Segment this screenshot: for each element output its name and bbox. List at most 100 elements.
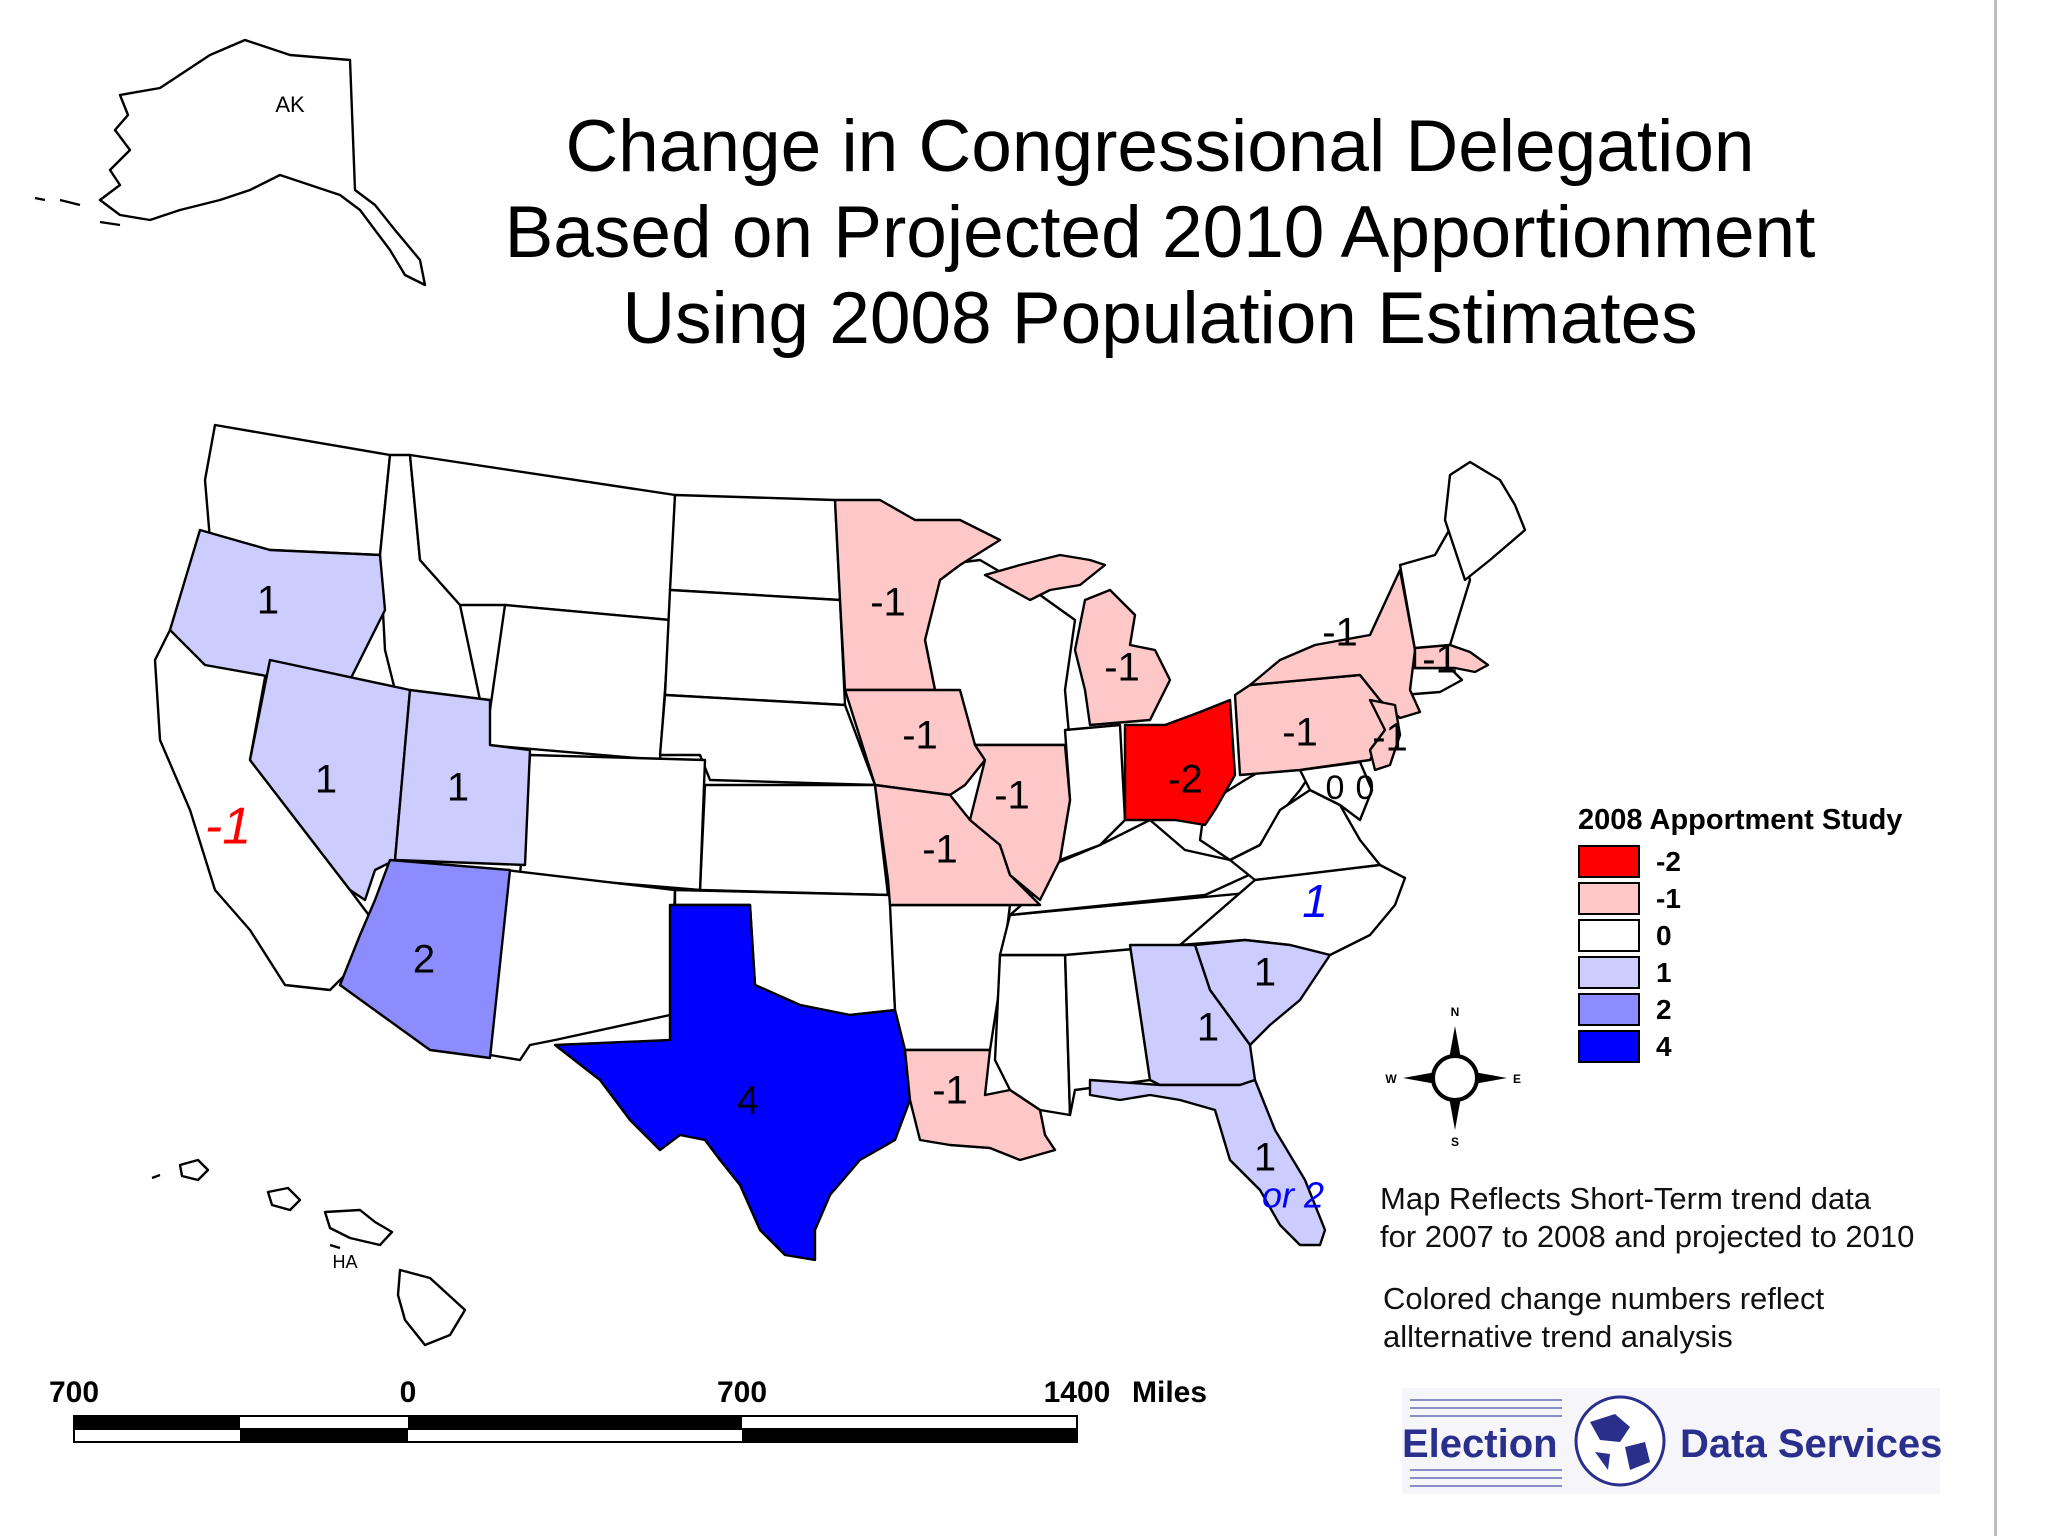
label-michigan: -1 bbox=[1104, 646, 1140, 690]
legend-label: 1 bbox=[1656, 956, 1672, 988]
hawaii-oahu bbox=[266, 1186, 302, 1212]
legend-title: 2008 Apportment Study bbox=[1578, 804, 1903, 836]
hawaii-label: HA bbox=[332, 1252, 357, 1272]
state-washington bbox=[203, 423, 392, 557]
state-arkansas bbox=[888, 903, 1012, 1052]
label-ohio: -2 bbox=[1167, 758, 1203, 802]
label-utah: 1 bbox=[447, 766, 469, 810]
compass-rose: N S E W bbox=[1385, 1005, 1521, 1149]
label-texas: 4 bbox=[737, 1079, 759, 1123]
us-map bbox=[153, 423, 1527, 1262]
label-new-york: -1 bbox=[1322, 611, 1358, 655]
page-edge-rule bbox=[1994, 0, 1997, 1536]
label-arizona: 2 bbox=[413, 938, 435, 982]
compass-s: S bbox=[1451, 1135, 1459, 1149]
scale-units: Miles bbox=[1132, 1376, 1208, 1409]
state-arizona bbox=[338, 858, 512, 1060]
state-montana bbox=[408, 453, 677, 622]
legend-label: 0 bbox=[1656, 919, 1672, 951]
alaska-label: AK bbox=[275, 92, 305, 117]
legend-swatch bbox=[1578, 845, 1640, 878]
legend-rows: -2 -1 0 1 2 4 bbox=[1578, 843, 1978, 1065]
title-line-2: Based on Projected 2010 Apportionment bbox=[504, 192, 1816, 273]
legend-swatch bbox=[1578, 1030, 1640, 1063]
legend-item: 0 bbox=[1578, 917, 1978, 954]
hawaii-kauai bbox=[178, 1158, 210, 1182]
scale-labels: 700 0 700 1400 Miles bbox=[0, 1376, 1300, 1416]
hawaii-small-islands bbox=[151, 1173, 341, 1250]
hawaii-maui-group bbox=[323, 1208, 394, 1247]
state-michigan-upper bbox=[983, 553, 1107, 602]
state-massachusetts bbox=[1413, 643, 1490, 674]
label-louisiana: -1 bbox=[932, 1069, 968, 1113]
label-florida: 1 bbox=[1254, 1136, 1276, 1180]
compass-n: N bbox=[1451, 1005, 1460, 1019]
legend-label: -1 bbox=[1656, 882, 1681, 914]
label-georgia: 1 bbox=[1197, 1006, 1219, 1050]
label-illinois: -1 bbox=[994, 774, 1030, 818]
state-texas bbox=[553, 903, 912, 1262]
state-louisiana bbox=[903, 1048, 1057, 1162]
label-maryland: 0 bbox=[1326, 769, 1345, 807]
state-maine bbox=[1443, 460, 1527, 582]
state-ohio bbox=[1123, 698, 1237, 827]
alternative-note-line-1: Colored change numbers reflect bbox=[1383, 1281, 1825, 1316]
legend-swatch bbox=[1578, 956, 1640, 989]
trend-note-line-1: Map Reflects Short-Term trend data bbox=[1380, 1181, 1872, 1216]
alternative-note: Colored change numbers reflect allternat… bbox=[1383, 1280, 1824, 1356]
state-michigan-lower bbox=[1073, 588, 1172, 727]
alt-label-north-carolina: 1 bbox=[1302, 875, 1328, 927]
label-oregon: 1 bbox=[257, 579, 279, 623]
state-illinois bbox=[968, 743, 1072, 902]
state-new-york bbox=[1248, 568, 1422, 720]
state-minnesota bbox=[833, 498, 1002, 692]
state-kansas bbox=[698, 783, 890, 897]
logo-text-election: Election bbox=[1402, 1422, 1558, 1466]
alaska-islands bbox=[34, 196, 121, 227]
alt-label-florida: or 2 bbox=[1262, 1175, 1324, 1216]
legend-item: 1 bbox=[1578, 954, 1978, 991]
scale-tick-3: 700 bbox=[716, 1376, 768, 1409]
title-line-1: Change in Congressional Delegation bbox=[565, 106, 1755, 187]
scale-tick-2: 0 bbox=[399, 1376, 417, 1409]
compass-w: W bbox=[1385, 1072, 1397, 1086]
logo-globe-icon bbox=[1574, 1395, 1666, 1487]
state-new-mexico bbox=[488, 868, 677, 1062]
label-new-jersey: -1 bbox=[1372, 716, 1408, 760]
state-missouri bbox=[873, 783, 1042, 907]
legend: 2008 Apportment Study -2 -1 0 1 2 4 bbox=[1578, 804, 1978, 1065]
label-missouri: -1 bbox=[922, 828, 958, 872]
legend-label: -2 bbox=[1656, 845, 1681, 877]
alaska-shape bbox=[98, 38, 427, 287]
hawaii-big-island bbox=[396, 1268, 467, 1347]
state-south-dakota bbox=[663, 588, 847, 707]
legend-item: -2 bbox=[1578, 843, 1978, 880]
legend-label: 2 bbox=[1656, 993, 1672, 1025]
title-line-3: Using 2008 Population Estimates bbox=[622, 278, 1698, 359]
scale-tick-4: 1400 bbox=[1043, 1376, 1111, 1409]
legend-swatch bbox=[1578, 919, 1640, 952]
label-nevada: 1 bbox=[315, 758, 337, 802]
legend-item: -1 bbox=[1578, 880, 1978, 917]
election-data-services-logo: Election Data Services bbox=[1402, 1388, 1942, 1494]
state-north-dakota bbox=[668, 493, 842, 602]
alternative-trend-labels: -1 1 or 2 bbox=[205, 798, 1328, 1216]
state-oregon bbox=[168, 528, 387, 692]
legend-item: 2 bbox=[1578, 991, 1978, 1028]
state-change-labels: 1 1 1 2 4 -1 -1 -1 -1 -1 -2 -1 -1 -1 -1 … bbox=[257, 579, 1458, 1180]
scale-bar bbox=[73, 1415, 1078, 1443]
logo-stripes bbox=[1410, 1399, 1562, 1487]
label-south-carolina: 1 bbox=[1254, 951, 1276, 995]
state-nebraska bbox=[658, 693, 877, 787]
state-new-jersey bbox=[1368, 698, 1402, 772]
alaska-inset: AK bbox=[34, 38, 427, 287]
state-florida bbox=[1088, 1078, 1327, 1247]
trend-note: Map Reflects Short-Term trend data for 2… bbox=[1380, 1180, 1914, 1256]
label-pennsylvania: -1 bbox=[1282, 711, 1318, 755]
label-iowa: -1 bbox=[902, 714, 938, 758]
state-colorado bbox=[518, 753, 707, 892]
map-title: Change in Congressional Delegation Based… bbox=[420, 104, 1900, 362]
scale-tick-1: 700 bbox=[48, 1376, 100, 1409]
legend-item: 4 bbox=[1578, 1028, 1978, 1065]
